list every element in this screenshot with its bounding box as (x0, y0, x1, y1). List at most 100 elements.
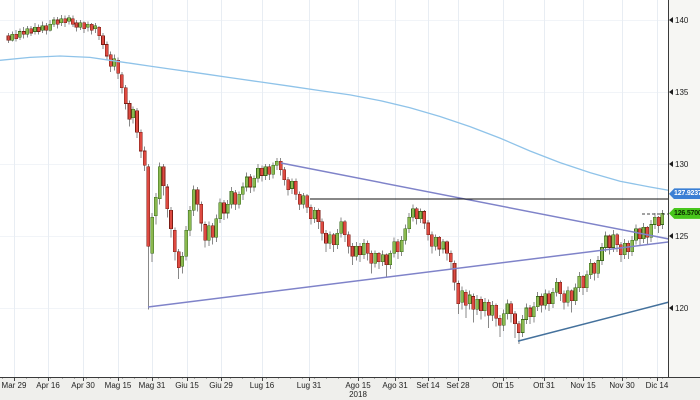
minor-tick (338, 377, 339, 379)
moving-average-line (0, 55, 668, 191)
minor-tick (302, 377, 303, 379)
minor-tick (326, 377, 327, 379)
minor-tick (278, 377, 279, 379)
x-axis-label: Giu 29 (209, 381, 233, 390)
minor-tick (410, 377, 411, 379)
minor-tick (74, 377, 75, 379)
minor-tick (602, 377, 603, 379)
minor-tick (266, 377, 267, 379)
y-axis-label: 130 (675, 159, 689, 169)
x-axis-label: Lug 16 (249, 381, 275, 390)
chart-canvas[interactable] (0, 0, 668, 377)
minor-tick (518, 377, 519, 379)
minor-tick (626, 377, 627, 379)
major-tick (395, 377, 396, 381)
major-tick (83, 377, 84, 381)
descending-trendline[interactable] (280, 162, 668, 245)
minor-tick (542, 377, 543, 379)
price-axis-line (668, 0, 669, 377)
minor-tick (158, 377, 159, 379)
major-tick (221, 377, 222, 381)
minor-tick (50, 377, 51, 379)
minor-tick (650, 377, 651, 379)
major-tick (458, 377, 459, 381)
minor-tick (254, 377, 255, 379)
minor-tick (2, 377, 3, 379)
minor-tick (122, 377, 123, 379)
major-tick (358, 377, 359, 381)
year-label: 2018 (349, 390, 367, 399)
x-axis-label: Mag 15 (104, 381, 132, 390)
major-tick (309, 377, 310, 381)
minor-tick (314, 377, 315, 379)
minor-tick (290, 377, 291, 379)
x-axis-label: Apr 16 (36, 381, 60, 390)
x-axis-label: Dic 14 (645, 381, 669, 390)
minor-tick (530, 377, 531, 379)
minor-tick (554, 377, 555, 379)
minor-tick (590, 377, 591, 379)
major-tick (118, 377, 119, 381)
minor-tick (170, 377, 171, 379)
time-axis[interactable]: Mar 29 Apr 16 Apr 30 Mag 15 Mag 31 Giu 15 Giu … (0, 377, 700, 400)
y-axis-tick: 130 (669, 159, 688, 169)
tick-arrow-icon (669, 17, 673, 23)
major-tick (14, 377, 15, 381)
minor-tick (494, 377, 495, 379)
minor-tick (482, 377, 483, 379)
major-tick (544, 377, 545, 381)
minor-tick (62, 377, 63, 379)
minor-tick (506, 377, 507, 379)
minor-tick (614, 377, 615, 379)
minor-tick (398, 377, 399, 379)
x-axis-label: Ago 31 (382, 381, 408, 390)
y-axis-label: 120 (675, 303, 689, 313)
minor-tick (98, 377, 99, 379)
x-axis-label: Nov 30 (609, 381, 635, 390)
ascending-trendline[interactable] (147, 238, 668, 308)
major-tick (622, 377, 623, 381)
last-price-tag: 126.5700 (669, 207, 700, 219)
minor-tick (638, 377, 639, 379)
minor-tick (134, 377, 135, 379)
x-axis-label: Set 28 (446, 381, 470, 390)
x-axis-label: Mar 29 (1, 381, 27, 390)
tick-arrow-icon (669, 305, 673, 311)
minor-tick (38, 377, 39, 379)
minor-tick (446, 377, 447, 379)
major-tick (503, 377, 504, 381)
x-axis-label: Ago 15 (345, 381, 371, 390)
y-axis-tick: 135 (669, 87, 688, 97)
major-tick (428, 377, 429, 381)
minor-tick (386, 377, 387, 379)
major-tick (152, 377, 153, 381)
major-tick (262, 377, 263, 381)
x-axis-label: Ott 15 (492, 381, 514, 390)
lower-ascending-trendline[interactable] (517, 294, 668, 342)
x-axis-label: Lug 31 (296, 381, 322, 390)
minor-tick (206, 377, 207, 379)
major-tick (657, 377, 658, 381)
y-axis-tick: 120 (669, 303, 688, 313)
y-axis-tick: 140 (669, 15, 688, 25)
y-axis-label: 135 (675, 87, 689, 97)
y-axis-label: 125 (675, 231, 689, 241)
major-tick (48, 377, 49, 381)
minor-tick (110, 377, 111, 379)
minor-tick (194, 377, 195, 379)
x-axis-label: Apr 30 (71, 381, 95, 390)
minor-tick (422, 377, 423, 379)
minor-tick (242, 377, 243, 379)
minor-tick (434, 377, 435, 379)
x-axis-label: Ott 31 (533, 381, 555, 390)
minor-tick (566, 377, 567, 379)
major-tick (187, 377, 188, 381)
minor-tick (230, 377, 231, 379)
minor-tick (146, 377, 147, 379)
ma-price-tag: 127.9237 (669, 188, 700, 200)
tick-arrow-icon (669, 233, 673, 239)
minor-tick (26, 377, 27, 379)
major-tick (583, 377, 584, 381)
plot-background (0, 0, 668, 377)
